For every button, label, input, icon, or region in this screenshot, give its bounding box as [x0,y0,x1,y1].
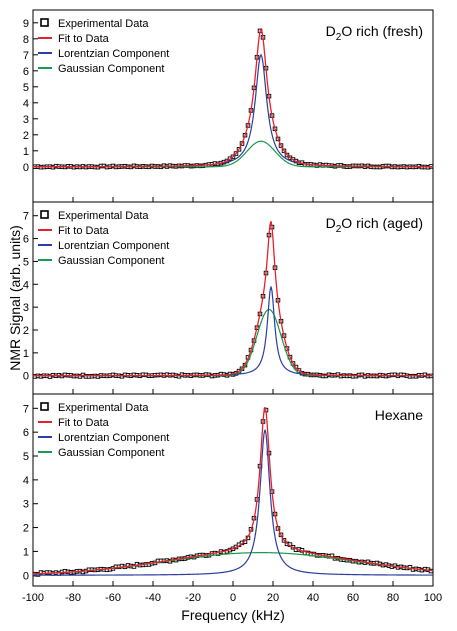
x-axis-label: Frequency (kHz) [181,607,284,623]
gaussian-curve [33,140,433,168]
panels: 0 1 2 3 4 5 6 7 8 9 Experimental Data Fit to Data Lo… [23,18,434,586]
y-tick-label: 5 [23,82,29,94]
y-tick-label: 6 [23,427,29,439]
y-tick-label: 5 [23,256,29,268]
legend-label-lorentzian: Lorentzian Component [58,432,169,444]
panel-title-main: D [326,215,336,231]
y-tick-label: 4 [23,475,29,487]
lorentzian-curve [33,429,433,576]
legend: Experimental Data Fit to Data Lorentzian C… [38,402,169,459]
x-tick-label: -100 [22,592,44,604]
x-tick-label: 0 [230,592,236,604]
legend-marker-data [40,402,49,411]
legend: Experimental Data Fit to Data Lorentzian C… [38,210,169,267]
x-axis: -100 -80 -60 -40 -20 0 20 40 60 80 100 [22,592,442,604]
panel-2: 0 1 2 3 4 5 6 7 Experimental Data Fit to Data Lore… [23,210,434,394]
panel-frames [32,9,434,587]
legend-label-gaussian: Gaussian Component [58,447,164,459]
y-tick-label: 0 [23,162,29,174]
panel-1: 0 1 2 3 4 5 6 7 8 9 Experimental Data Fit to Data Lo… [23,18,434,202]
y-tick-label: 6 [23,66,29,78]
panel-title: Hexane [375,407,423,423]
y-tick-label: 5 [23,451,29,463]
fit-curve [32,406,434,575]
panel-title-main: Hexane [375,407,423,423]
x-tick-label: 80 [387,592,399,604]
panel-title-rest: O rich (aged) [341,215,423,231]
fit-curve [33,221,433,377]
panel-title: D2O rich (aged) [326,215,423,235]
y-tick-label: 7 [23,211,29,223]
x-tick-label: 40 [307,592,319,604]
y-tick-label: 1 [23,146,29,158]
legend-label-lorentzian: Lorentzian Component [58,240,169,252]
legend: Experimental Data Fit to Data Lorentzian C… [38,18,169,75]
y-tick-label: 4 [23,279,29,291]
y-axis-label: NMR Signal (arb. units) [7,225,23,371]
y-tick-label: 6 [23,234,29,246]
x-tick-label: 60 [347,592,359,604]
y-tick-label: 3 [23,114,29,126]
legend-label-data: Experimental Data [58,402,149,414]
x-tick-label: -40 [145,592,161,604]
y-tick-label: 1 [23,546,29,558]
x-tick-label: 100 [424,592,442,604]
legend-label-fit: Fit to Data [58,225,110,237]
gaussian-curve [33,308,433,377]
lorentzian-curve [33,286,433,377]
y-tick-label: 0 [23,570,29,582]
y-tick-label: 8 [23,34,29,46]
panel-title-main: D [326,23,336,39]
legend-label-fit: Fit to Data [58,417,110,429]
y-tick-label: 7 [23,403,29,415]
y-tick-label: 2 [23,523,29,535]
x-tick-label: -80 [65,592,81,604]
y-tick-label: 4 [23,98,29,110]
x-tick-label: 20 [267,592,279,604]
y-tick-label: 3 [23,499,29,511]
y-tick-label: 2 [23,325,29,337]
panel-title-rest: O rich (fresh) [341,23,423,39]
legend-label-fit: Fit to Data [58,33,110,45]
y-tick-label: 0 [23,371,29,383]
x-tick-label: -60 [105,592,121,604]
panel-3: 0 1 2 3 4 5 6 7 Experimental Data Fit to Data Lore… [23,402,434,586]
x-tick-label: -20 [185,592,201,604]
y-tick-label: 3 [23,302,29,314]
legend-label-data: Experimental Data [58,18,149,30]
legend-label-data: Experimental Data [58,210,149,222]
legend-marker-data [40,18,49,27]
panel-title-subscript: 2 [336,224,342,235]
legend-label-gaussian: Gaussian Component [58,255,164,267]
y-tick-label: 9 [23,18,29,30]
legend-label-gaussian: Gaussian Component [58,63,164,75]
fit-curve [33,27,433,168]
legend-label-lorentzian: Lorentzian Component [58,48,169,60]
legend-marker-data [40,210,49,219]
panel-title-subscript: 2 [336,32,342,43]
y-tick-label: 7 [23,50,29,62]
y-tick-label: 1 [23,348,29,360]
panel-title: D2O rich (fresh) [326,23,423,43]
y-tick-label: 2 [23,130,29,142]
